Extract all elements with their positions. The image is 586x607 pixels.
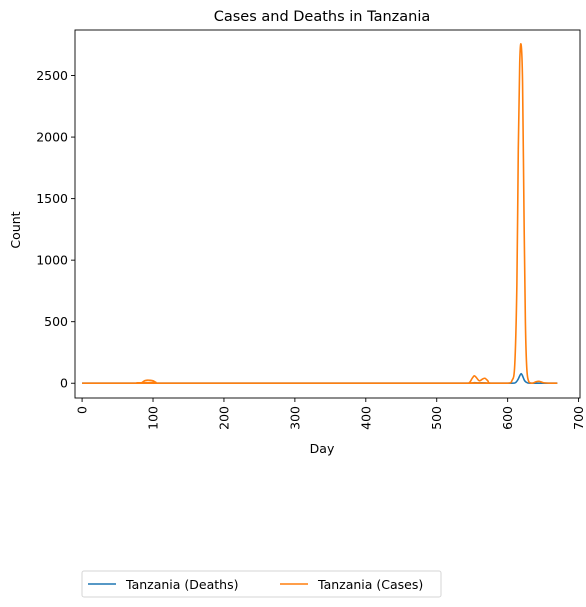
legend: Tanzania (Deaths) Tanzania (Cases) — [81, 570, 442, 598]
x-tick-label: 0 — [75, 406, 90, 414]
x-axis: 0 100 200 300 400 500 600 700 — [75, 398, 586, 430]
legend-box — [81, 570, 442, 598]
y-tick-label: 500 — [44, 314, 68, 329]
x-tick-label: 700 — [571, 406, 586, 430]
x-tick-label: 400 — [358, 406, 373, 430]
y-tick-label: 2500 — [36, 68, 68, 83]
axes-frame — [74, 29, 581, 399]
x-tick-label: 500 — [429, 406, 444, 430]
y-tick-label: 1500 — [36, 191, 68, 206]
y-tick-label: 0 — [60, 376, 68, 391]
y-axis: 0 500 1000 1500 2000 2500 — [36, 68, 75, 391]
y-axis-title: Count — [8, 211, 23, 248]
legend-label-cases: Tanzania (Cases) — [317, 577, 423, 592]
series-line-cases — [82, 43, 558, 385]
y-tick-label: 1000 — [36, 253, 68, 268]
plot-area — [82, 43, 558, 385]
legend-label-deaths: Tanzania (Deaths) — [125, 577, 238, 592]
x-tick-label: 300 — [287, 406, 302, 430]
x-tick-label: 100 — [146, 406, 161, 430]
chart-title: Cases and Deaths in Tanzania — [214, 9, 431, 25]
x-tick-label: 200 — [216, 406, 231, 430]
x-axis-title: Day — [310, 441, 335, 456]
y-tick-label: 2000 — [36, 130, 68, 145]
x-tick-label: 600 — [500, 406, 515, 430]
